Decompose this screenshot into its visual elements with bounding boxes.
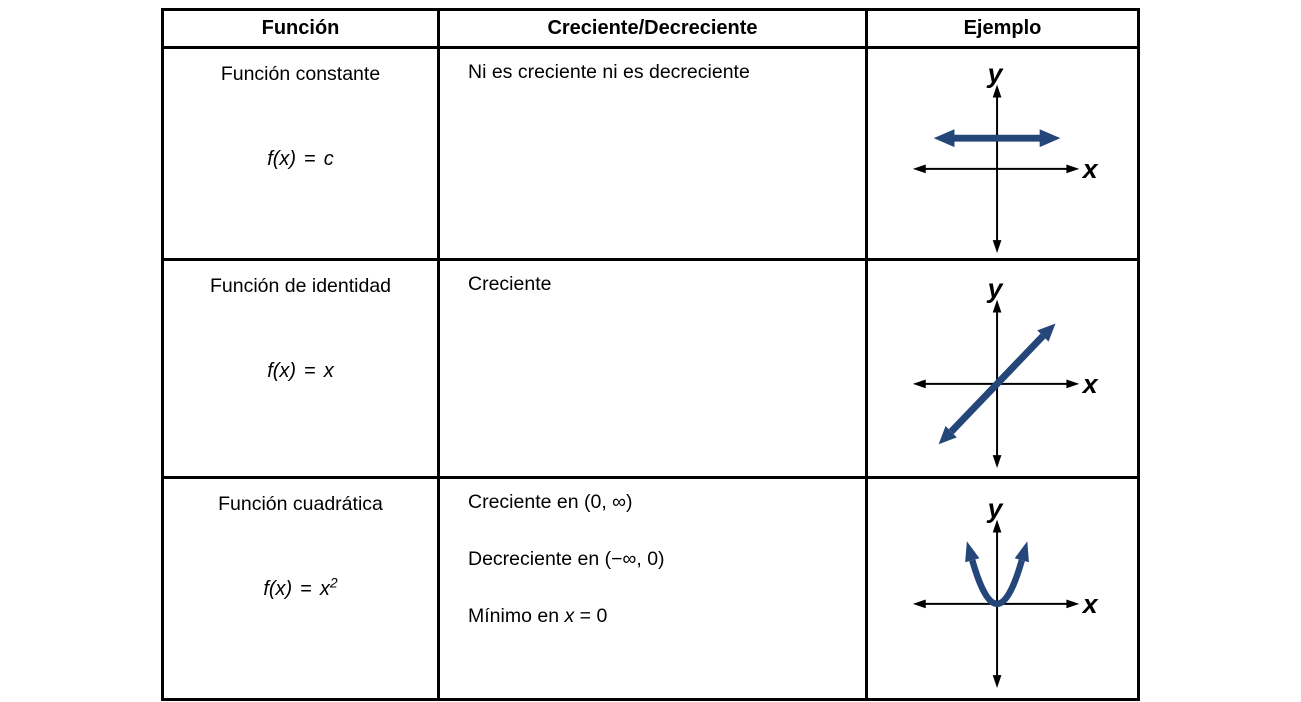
header-creciente-decreciente: Creciente/Decreciente [440, 11, 868, 49]
formula-rhs: c [323, 148, 334, 170]
row-cuadratica-function-cell: Función cuadrática f(x) = x2 [164, 479, 440, 698]
x-axis-left-arrow-icon [912, 164, 926, 173]
function-formula: f(x) = c [267, 148, 334, 171]
formula-rhs: x [319, 578, 330, 600]
function-name: Función cuadrática [218, 493, 383, 515]
function-name: Función constante [220, 63, 381, 85]
function-formula: f(x) = x2 [263, 575, 337, 601]
axes [912, 84, 1079, 253]
x-axis-label: x [1080, 588, 1098, 618]
formula-fx: f(x) [267, 148, 297, 170]
row-cuadratica-behavior-cell: Creciente en (0, ∞) Decreciente en (−∞, … [440, 479, 868, 698]
formula-rhs: x [323, 360, 334, 382]
y-axis-down-arrow-icon [992, 239, 1001, 253]
row-identidad-function-cell: Función de identidad f(x) = x [164, 261, 440, 479]
parabola-curve [964, 540, 1029, 607]
formula-equals: = [304, 360, 316, 382]
right-arrowhead-icon [1014, 540, 1029, 562]
minimum-prefix: Mínimo en [468, 605, 560, 627]
row-identidad-example-cell: y x [868, 261, 1137, 479]
behavior-text-decreasing: Decreciente en (−∞, 0) [468, 548, 665, 570]
identity-line [938, 322, 1055, 444]
x-axis-label: x [1080, 153, 1098, 183]
x-axis-right-arrow-icon [1065, 379, 1079, 388]
y-axis-down-arrow-icon [992, 674, 1001, 688]
y-axis-label: y [985, 493, 1003, 523]
constant-line [933, 128, 1060, 147]
row-constante-behavior-cell: Ni es creciente ni es decreciente [440, 49, 868, 261]
function-formula: f(x) = x [267, 360, 334, 383]
formula-exponent: 2 [329, 574, 338, 591]
y-axis-up-arrow-icon [992, 519, 1001, 533]
behavior-text: Creciente [468, 273, 552, 295]
minimum-variable: x [564, 605, 575, 627]
x-axis-label: x [1080, 368, 1098, 398]
formula-fx: f(x) [263, 578, 293, 600]
behavior-text: Ni es creciente ni es decreciente [468, 61, 750, 83]
quadratic-function-graph: y x [912, 493, 1098, 688]
identity-function-graph: y x [912, 273, 1098, 468]
x-axis-right-arrow-icon [1065, 164, 1079, 173]
left-arrowhead-icon [933, 128, 954, 147]
formula-fx: f(x) [267, 360, 297, 382]
row-cuadratica-example-cell: y x [868, 479, 1137, 698]
y-axis-up-arrow-icon [992, 84, 1001, 98]
y-axis-down-arrow-icon [992, 454, 1001, 468]
header-ejemplo: Ejemplo [868, 11, 1137, 49]
row-constante-example-cell: y x [868, 49, 1137, 261]
y-axis-up-arrow-icon [992, 299, 1001, 313]
behavior-text-minimum: Mínimo en x = 0 [468, 605, 847, 628]
behavior-text-increasing: Creciente en (0, ∞) [468, 491, 633, 513]
y-axis-label: y [985, 273, 1003, 303]
minimum-suffix: = 0 [579, 605, 608, 627]
header-funcion: Función [164, 11, 440, 49]
x-axis-right-arrow-icon [1065, 599, 1079, 608]
lower-left-arrowhead-icon [938, 425, 957, 444]
y-axis-label: y [985, 58, 1003, 88]
upper-right-arrowhead-icon [1036, 322, 1055, 342]
x-axis-left-arrow-icon [912, 379, 926, 388]
left-arrowhead-icon [964, 540, 979, 562]
row-constante-function-cell: Función constante f(x) = c [164, 49, 440, 261]
function-name: Función de identidad [209, 275, 392, 297]
right-arrowhead-icon [1039, 128, 1060, 147]
x-axis-left-arrow-icon [912, 599, 926, 608]
row-identidad-behavior-cell: Creciente [440, 261, 868, 479]
formula-equals: = [304, 148, 316, 170]
function-table: Función Creciente/Decreciente Ejemplo Fu… [161, 8, 1140, 701]
formula-equals: = [300, 578, 312, 600]
constant-function-graph: y x [912, 58, 1098, 253]
